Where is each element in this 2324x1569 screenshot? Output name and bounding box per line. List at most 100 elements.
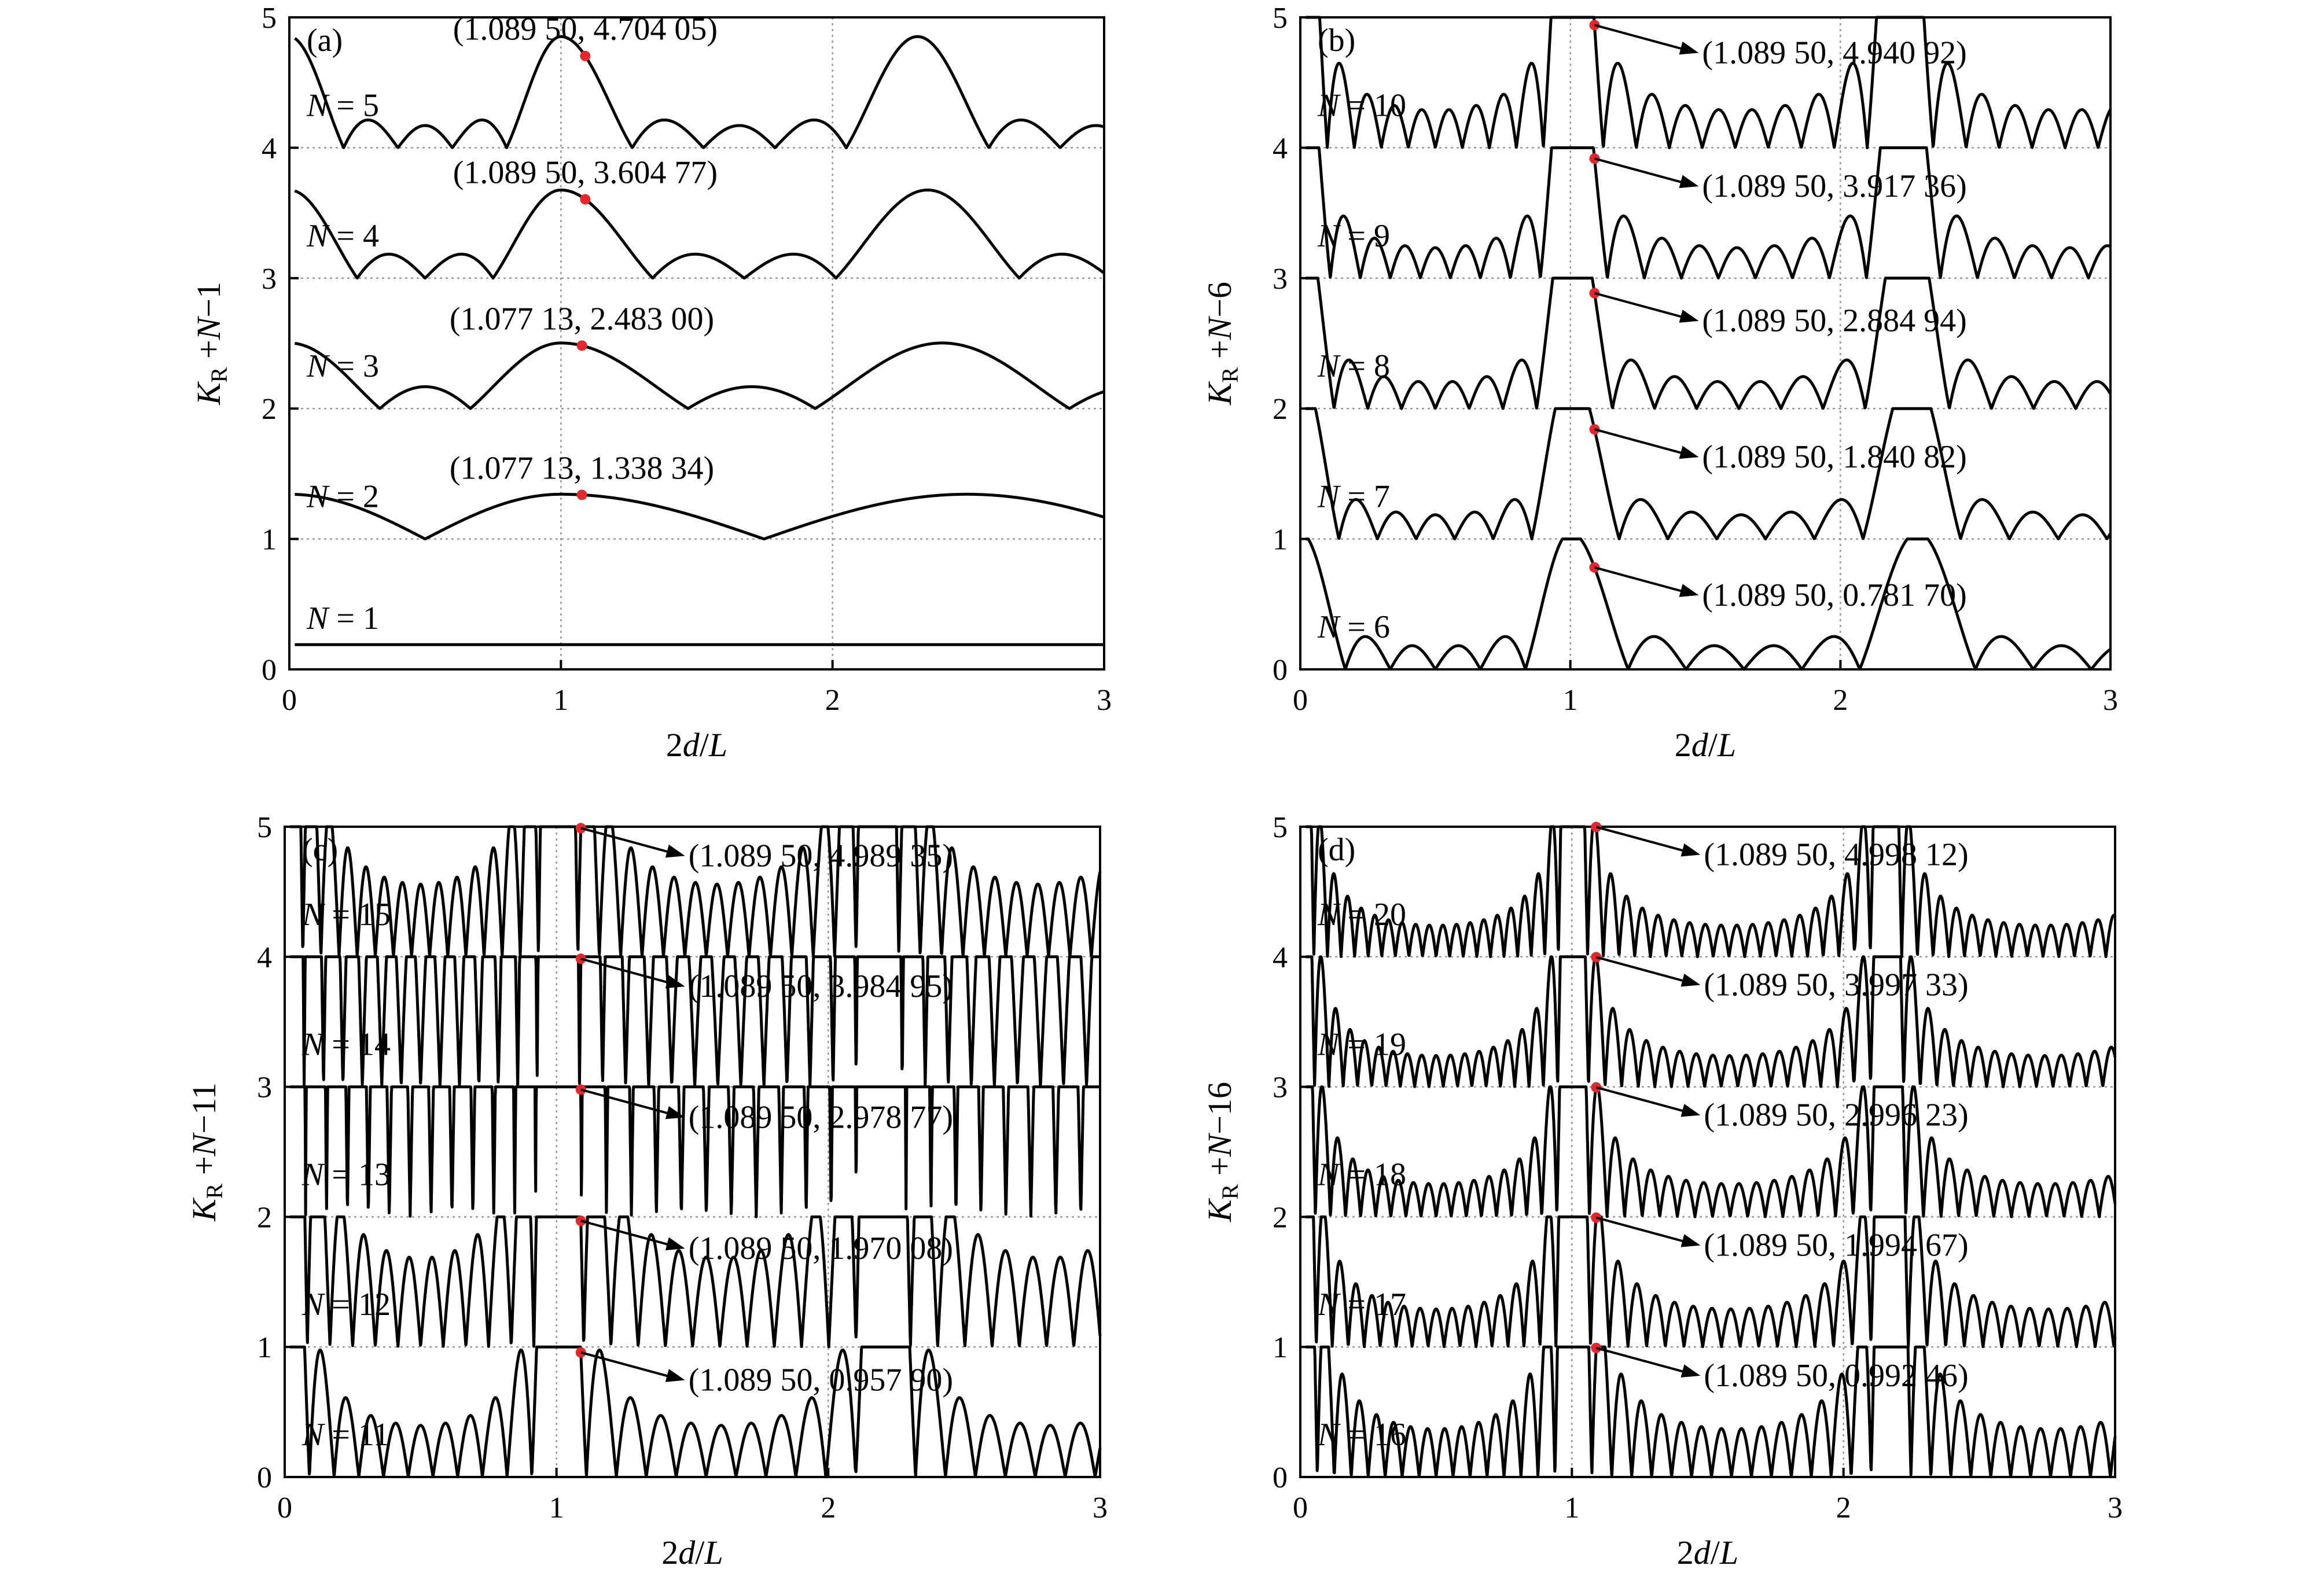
chart-panel-c: 0 1 2 3 0 1 2 3 4 5 (c) 2d/L KR +N−11 N = 11 (1.089 50… [185,811,1108,1569]
curve-label-n19: N = 19 [1317,1027,1406,1063]
series-line-n11 [289,1345,1102,1479]
peak-annotation: (1.089 50, 1.970 08) [689,1231,953,1266]
x-tick-label: 0 [277,1491,292,1524]
curve-label-n14: N = 14 [301,1027,391,1063]
annotation-arrowhead [665,1106,685,1119]
annotation-arrow [1594,428,1689,456]
series-line-n17 [1304,1215,2117,1349]
series-line-n20 [1304,825,2117,959]
annotation-arrowhead [1679,41,1699,55]
y-tick-label: 3 [1273,263,1288,296]
curve-label-n4: N = 4 [306,218,379,254]
peak-annotation: (1.089 50, 2.978 77) [689,1099,953,1135]
peak-marker [580,194,591,205]
x-tick-label: 3 [1093,1491,1108,1524]
curve-label-n1: N = 1 [306,601,379,636]
panel-label: (d) [1318,832,1355,868]
x-tick-label: 2 [1833,684,1848,717]
peak-marker [1589,288,1600,299]
series-line-n4 [293,188,1105,280]
curve-label-n3: N = 3 [306,348,379,384]
x-tick-label: 1 [549,1491,564,1524]
peak-marker [576,340,587,351]
y-tick-label: 3 [257,1071,272,1104]
peak-annotation: (1.089 50, 2.884 94) [1702,303,1966,339]
y-tick-label: 1 [1273,1331,1288,1364]
y-tick-label: 0 [262,654,277,687]
x-tick-label: 3 [2103,684,2118,717]
x-tick-label: 2 [825,684,840,717]
x-tick-label: 3 [1097,684,1112,717]
y-tick-label: 1 [262,524,277,557]
series-line-n7 [1304,407,2112,541]
annotation-arrowhead [1681,1103,1701,1117]
peak-annotation: (1.089 50, 1.994 67) [1704,1228,1968,1264]
series-line-n14 [289,955,1101,1088]
peak-annotation: (1.089 50, 0.781 70) [1702,577,1966,613]
series-line-n12 [289,1215,1102,1349]
annotation-arrowhead [1681,1364,1701,1378]
peak-annotation: (1.089 50, 4.989 35) [689,838,953,874]
peak-marker [576,489,587,500]
y-tick-label: 2 [257,1201,272,1234]
y-tick-label: 5 [1273,2,1288,35]
chart-panel-b: 0 1 2 3 0 1 2 3 4 5 (b) 2d/L KR +N−6 N = 6 (1.089 50, … [1201,2,2118,764]
x-axis-label: 2d/L [666,726,727,764]
annotation-arrow [1595,1086,1690,1114]
y-axis-label: KR +N−16 [1201,1082,1243,1222]
x-tick-label: 0 [1293,684,1308,717]
peak-annotation: (1.089 50, 1.840 82) [1702,439,1966,475]
curve-label-n16: N = 16 [1317,1417,1406,1453]
annotation-arrow [580,1088,675,1117]
y-tick-label: 4 [1273,132,1288,165]
peak-annotation: (1.089 50, 4.998 12) [1704,837,1968,872]
annotation-arrowhead [1681,973,1701,987]
peak-marker [580,50,591,61]
x-tick-label: 0 [282,684,297,717]
annotation-arrowhead [665,844,685,858]
y-axis-label: KR +N−6 [1201,282,1243,406]
curve-label-n10: N = 10 [1317,87,1406,123]
annotation-arrowhead [1679,584,1699,597]
panel-label: (a) [307,23,343,58]
series-line-n16 [1304,1345,2117,1479]
annotation-arrowhead [1679,175,1699,189]
x-axis-label: 2d/L [1675,726,1736,764]
series-line-n9 [1304,146,2112,280]
curve-label-n17: N = 17 [1317,1287,1406,1323]
annotation-arrowhead [1679,310,1699,323]
y-tick-label: 1 [1273,524,1288,557]
annotation-arrow [1595,1346,1690,1375]
y-axis-label: KR +N−11 [185,1082,227,1222]
annotation-arrowhead [1681,843,1701,857]
x-tick-label: 3 [2108,1491,2123,1524]
y-tick-label: 2 [262,393,277,426]
annotation-arrowhead [665,975,685,989]
y-tick-label: 5 [257,811,272,844]
series-line-n8 [1304,277,2112,410]
peak-annotation: (1.089 50, 0.957 90) [689,1362,953,1398]
curve-label-n7: N = 7 [1317,479,1390,515]
x-tick-label: 2 [821,1491,836,1524]
curve-label-n13: N = 13 [301,1157,391,1192]
chart-panel-a: 0 1 2 3 0 1 2 3 4 5 (a) 2d/L KR +N−1 N = 1 N = 2 (1.077… [190,2,1112,764]
series-line-n6 [1304,537,2112,671]
peak-annotation: (1.089 50, 4.940 92) [1702,35,1966,71]
series-line-n3 [293,341,1105,410]
plot-frame [1299,16,2112,671]
annotation-arrow [1595,956,1690,984]
annotation-arrowhead [1679,445,1699,459]
peak-annotation: (1.089 50, 4.704 05) [453,12,718,47]
curve-label-n9: N = 9 [1317,218,1390,254]
panel-label: (c) [302,832,338,868]
annotation-arrow [580,1220,675,1248]
peak-annotation: (1.089 50, 3.917 36) [1702,168,1966,204]
y-tick-label: 5 [262,2,277,35]
peak-annotation: (1.089 50, 3.997 33) [1704,967,1968,1003]
x-tick-label: 1 [1564,1491,1579,1524]
x-axis-label: 2d/L [661,1534,723,1569]
peak-annotation: (1.089 50, 3.984 95) [689,968,953,1004]
y-axis-label: KR +N−1 [190,282,232,406]
peak-annotation: (1.077 13, 2.483 00) [450,301,714,337]
